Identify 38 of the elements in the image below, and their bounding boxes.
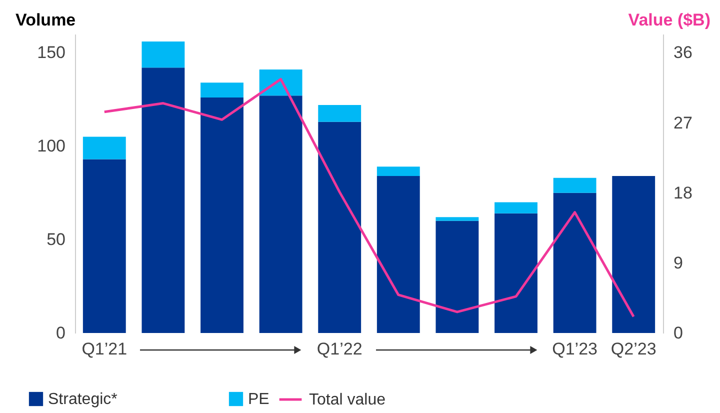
bar [200, 82, 244, 98]
y-tick-label: 50 [46, 230, 66, 250]
y2-axis-title: Value ($B) [628, 10, 710, 30]
legend-label: Total value [309, 392, 386, 408]
bar [494, 213, 538, 333]
bar [142, 41, 185, 68]
x-tick-label: Q1’22 [316, 340, 362, 358]
bar [494, 202, 538, 214]
x-tick-label: Q1’23 [552, 340, 598, 358]
bar [259, 70, 302, 96]
y-tick-label: 150 [37, 43, 66, 62]
y2-tick-label: 9 [674, 253, 683, 272]
bar [436, 217, 479, 221]
y-tick-label: 0 [56, 324, 66, 342]
x-tick-label: Q2’23 [610, 340, 656, 358]
y-axis-title: Volume [16, 10, 76, 30]
line-series [103, 78, 635, 318]
y2-tick-label: 18 [674, 183, 692, 202]
y-tick-label: 100 [37, 136, 66, 156]
bar [142, 68, 185, 333]
bar [553, 192, 596, 333]
bar [612, 176, 656, 333]
bar [376, 176, 420, 333]
bar [376, 166, 420, 176]
bar [200, 98, 244, 333]
y2-tick-label: 0 [674, 324, 683, 342]
bar [436, 220, 479, 333]
bar [318, 105, 362, 122]
legend-label: PE [248, 391, 270, 408]
bar [82, 136, 126, 160]
bar [82, 159, 126, 333]
y2-tick-label: 36 [674, 43, 692, 62]
x-tick-label: Q1’21 [82, 340, 128, 358]
y2-tick-label: 27 [674, 113, 692, 132]
bar [318, 122, 362, 333]
legend-label: Strategic* [48, 391, 118, 408]
bar [259, 96, 302, 333]
bar [553, 178, 596, 193]
